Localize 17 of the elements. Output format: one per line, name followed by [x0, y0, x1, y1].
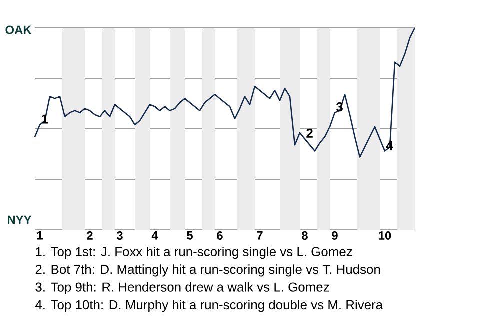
x-tick-label: 5 [187, 232, 193, 240]
x-tick-label: 7 [257, 232, 263, 240]
x-tick-label: 3 [116, 232, 123, 240]
annotation: 2 [306, 128, 313, 138]
text: 4. Top 10th: D. Murphy hit a run-scoring double vs M. Rivera [35, 300, 384, 312]
x-tick-label: 8 [302, 232, 308, 240]
x-tick-label: 1 [37, 232, 43, 240]
text: 3. Top 9th: R. Henderson drew a walk vs L. Gomez [36, 282, 330, 294]
x-tick-label: 2 [87, 232, 93, 240]
x-tick-label: 4 [152, 232, 158, 240]
text: OAK [6, 26, 32, 34]
text: 1. Top 1st: J. Foxx hit a run-scoring single vs L. Gomez [36, 246, 352, 260]
x-tick-label: 9 [332, 232, 338, 240]
text: 2. Bot 7th: D. Mattingly hit a run-scoring single vs T. Hudson [36, 264, 380, 277]
x-tick-label: 6 [217, 232, 223, 240]
text: NYY [8, 216, 32, 224]
x-tick-label: 10 [379, 232, 392, 240]
